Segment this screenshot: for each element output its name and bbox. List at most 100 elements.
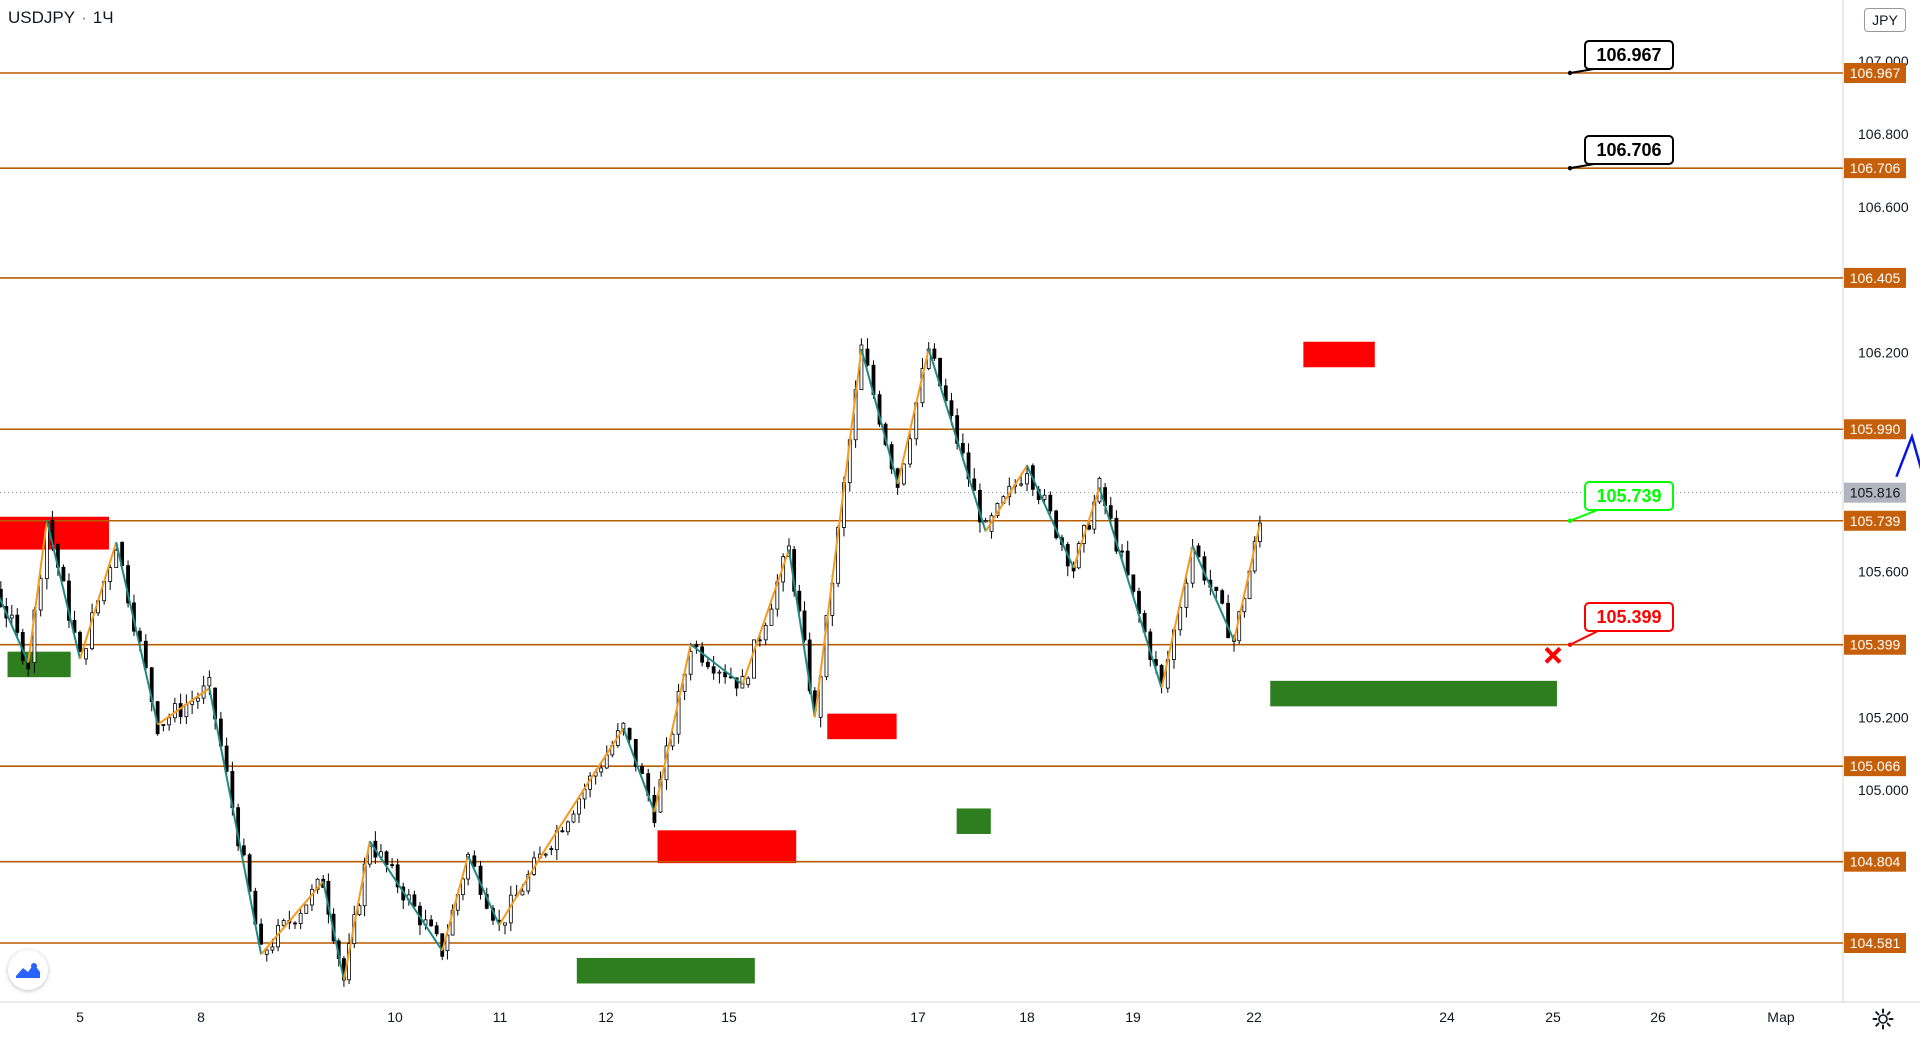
level-label: 106.405 [1850, 270, 1901, 286]
symbol-header[interactable]: USDJPY · 1Ч [8, 8, 114, 28]
candle-body [1108, 505, 1113, 519]
zigzag-segment [622, 727, 656, 813]
x-tick-label: 19 [1125, 1009, 1141, 1025]
supply-zone [657, 830, 797, 864]
candle-body [908, 438, 912, 465]
y-tick-label: 105.600 [1858, 563, 1909, 579]
callout-anchor-dot [1567, 165, 1573, 171]
candle-body [1019, 483, 1024, 486]
level-label-bg [1844, 158, 1906, 179]
interval-label[interactable]: 1Ч [92, 8, 114, 27]
candle-body [434, 925, 439, 935]
x-tick-label: 26 [1650, 1009, 1666, 1025]
candle-body [670, 733, 675, 747]
supply-zone [827, 713, 897, 740]
candle-body [503, 922, 507, 926]
candle-body [520, 890, 525, 896]
y-tick-label: 106.600 [1858, 199, 1909, 215]
candle-body [84, 648, 88, 660]
candle-body [472, 855, 477, 867]
y-tick-label: 106.200 [1858, 345, 1909, 361]
cross-stroke [1544, 646, 1562, 664]
zigzag-segment [860, 348, 899, 485]
level-label-bg [1844, 756, 1906, 777]
candle-body [143, 640, 148, 669]
supply-zone [1303, 341, 1375, 368]
zigzag-segment [441, 855, 470, 951]
x-tick-label: 10 [387, 1009, 403, 1025]
zigzag-segment [1098, 487, 1163, 689]
candle-body [1226, 602, 1231, 639]
candle-body [108, 567, 113, 582]
zigzag-segment [1026, 465, 1075, 569]
level-label-bg [1844, 63, 1906, 83]
candle-body [1125, 550, 1130, 576]
callout-entry[interactable]: 105.739 [1584, 481, 1674, 511]
supply-zone [0, 516, 109, 550]
callout-pointer [1569, 629, 1601, 646]
candle-body [571, 813, 576, 823]
candle-body [38, 578, 43, 611]
candle-body [1042, 494, 1047, 500]
candle-body [167, 717, 172, 726]
x-tick-label: 18 [1019, 1009, 1035, 1025]
candle-body [599, 767, 604, 773]
candle-body [577, 798, 581, 815]
candle-body [207, 677, 212, 687]
zigzag-segment [27, 520, 48, 663]
currency-badge[interactable]: JPY [1864, 8, 1906, 32]
candle-body [304, 904, 309, 914]
level-label: 105.990 [1850, 421, 1901, 437]
zigzag-segment [467, 855, 501, 926]
candle-body [566, 821, 570, 833]
level-label-bg [1844, 851, 1906, 872]
candle-body [543, 853, 548, 856]
x-tick-label: 8 [197, 1009, 205, 1025]
level-label: 106.967 [1850, 65, 1901, 81]
candle-body [0, 588, 3, 607]
zigzag-segment [498, 848, 547, 926]
candle-body [746, 677, 751, 685]
candle-body [549, 848, 554, 851]
candle-body [357, 905, 362, 916]
candle-body [752, 639, 756, 679]
zigzag-segment [984, 465, 1028, 532]
level-label: 105.066 [1850, 758, 1901, 774]
callout-anchor-dot [1567, 518, 1573, 523]
y-tick-label: 105.200 [1858, 709, 1909, 725]
tradingview-logo-icon[interactable] [8, 950, 48, 990]
candle-body [412, 894, 417, 907]
candle-body [259, 923, 264, 945]
candle-body [633, 738, 638, 767]
candle-body [15, 614, 20, 633]
level-label: 104.804 [1850, 854, 1901, 870]
callout-target-2[interactable]: 106.967 [1584, 40, 1674, 70]
candle-body [78, 631, 82, 653]
candle-body [67, 580, 71, 621]
zigzag-segment [690, 643, 744, 686]
zigzag-segment [0, 596, 30, 664]
zigzag-segment [1072, 487, 1101, 569]
candle-body [1214, 586, 1219, 592]
candle-body [9, 614, 14, 619]
callout-anchor-dot [1567, 642, 1573, 647]
candle-body [734, 677, 739, 689]
candle-body [270, 946, 275, 951]
forecast-path [1895, 432, 1920, 478]
level-label-bg [1844, 933, 1906, 953]
x-tick-label: 15 [721, 1009, 737, 1025]
x-tick-label: Мар [1767, 1009, 1795, 1025]
callout-stop[interactable]: 105.399 [1584, 602, 1674, 632]
header-separator: · [81, 8, 87, 27]
level-label-bg [1844, 634, 1906, 655]
zigzag-segment [208, 687, 263, 955]
demand-zone [956, 808, 991, 834]
gear-icon[interactable] [1870, 1006, 1896, 1032]
candle-body [757, 639, 762, 642]
callout-target-1[interactable]: 106.706 [1584, 135, 1674, 165]
x-tick-label: 24 [1439, 1009, 1455, 1025]
zigzag-segment [1233, 523, 1261, 641]
candle-body [195, 697, 200, 702]
candle-body [676, 690, 681, 735]
